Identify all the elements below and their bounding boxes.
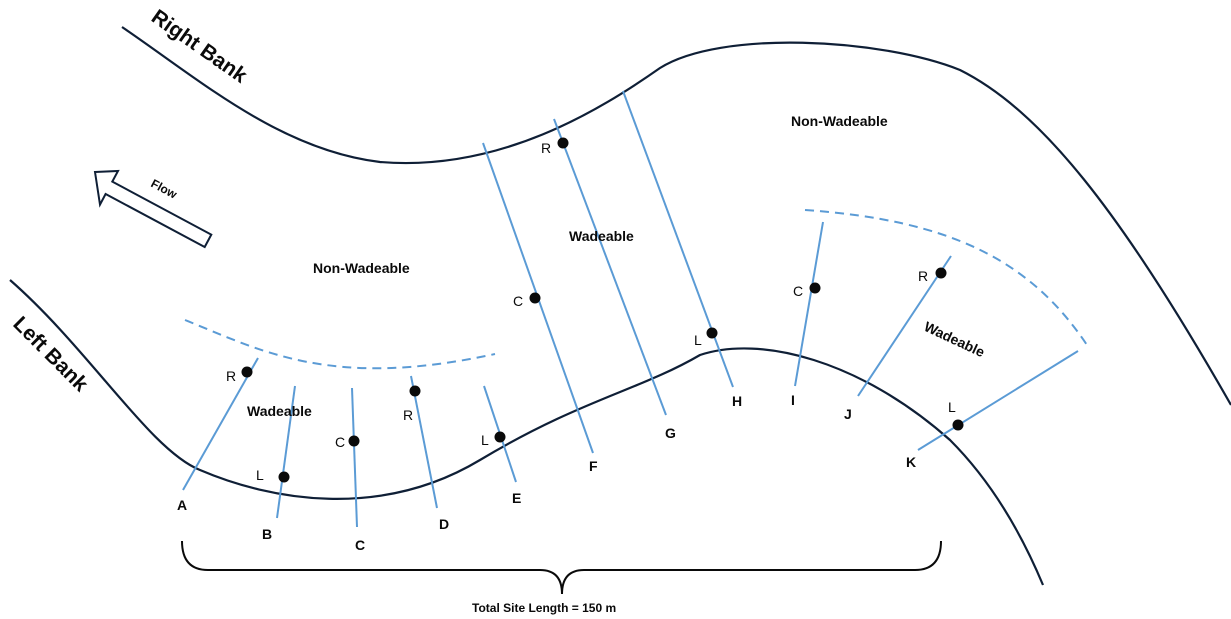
transect-label-b: B xyxy=(262,526,272,542)
transect-label-j: J xyxy=(844,406,852,422)
point-d-r xyxy=(409,385,421,397)
transect-label-d: D xyxy=(439,516,449,532)
point-label-i: C xyxy=(793,283,803,299)
point-f-c xyxy=(529,292,541,304)
transect-line-j xyxy=(857,255,952,397)
point-h-l xyxy=(706,327,718,339)
transect-label-c: C xyxy=(355,537,365,553)
total-length-label: Total Site Length = 150 m xyxy=(472,601,616,615)
transect-line-c xyxy=(351,387,358,528)
point-label-d: R xyxy=(403,407,413,423)
point-label-c: C xyxy=(335,434,345,450)
point-label-b: L xyxy=(256,467,264,483)
zone-label-wadeable-center: Wadeable xyxy=(569,228,634,244)
point-label-a: R xyxy=(226,368,236,384)
transect-label-h: H xyxy=(732,393,742,409)
transect-line-d xyxy=(410,375,438,509)
point-a-r xyxy=(241,366,253,378)
point-i-c xyxy=(809,282,821,294)
total-length-brace xyxy=(181,540,942,595)
transect-label-g: G xyxy=(665,425,676,441)
zone-label-non-wadeable-right: Non-Wadeable xyxy=(791,113,888,129)
zone-label-wadeable-left: Wadeable xyxy=(247,403,312,419)
left-bank-line xyxy=(9,279,1045,586)
right-bank-label: Right Bank xyxy=(147,5,251,88)
transect-line-g xyxy=(553,118,667,416)
wadeable-boundary-left xyxy=(184,319,496,370)
point-label-j: R xyxy=(918,268,928,284)
point-k-l xyxy=(952,419,964,431)
wadeable-boundary-right xyxy=(804,209,1088,346)
zone-label-wadeable-right: Wadeable xyxy=(922,318,988,360)
point-b-l xyxy=(278,471,290,483)
zone-label-non-wadeable-left: Non-Wadeable xyxy=(313,260,410,276)
transect-line-b xyxy=(276,385,296,519)
point-g-r xyxy=(557,137,569,149)
point-label-f: C xyxy=(513,293,523,309)
left-bank-label: Left Bank xyxy=(8,312,92,396)
transect-label-a: A xyxy=(177,497,187,513)
transect-line-k xyxy=(917,350,1079,451)
transect-label-f: F xyxy=(589,458,598,474)
flow-arrow-icon xyxy=(93,169,213,249)
transect-label-i: I xyxy=(791,392,795,408)
flow-label: Flow xyxy=(149,176,180,202)
point-label-g: R xyxy=(541,140,551,156)
point-e-l xyxy=(494,431,506,443)
right-bank-line xyxy=(121,26,1231,406)
transect-label-k: K xyxy=(906,454,916,470)
transect-line-a xyxy=(182,357,259,491)
transect-line-i xyxy=(794,221,824,387)
point-c-c xyxy=(348,435,360,447)
transect-label-e: E xyxy=(512,490,521,506)
point-label-k: L xyxy=(948,399,956,415)
point-j-r xyxy=(935,267,947,279)
point-label-e: L xyxy=(481,432,489,448)
point-label-h: L xyxy=(694,332,702,348)
